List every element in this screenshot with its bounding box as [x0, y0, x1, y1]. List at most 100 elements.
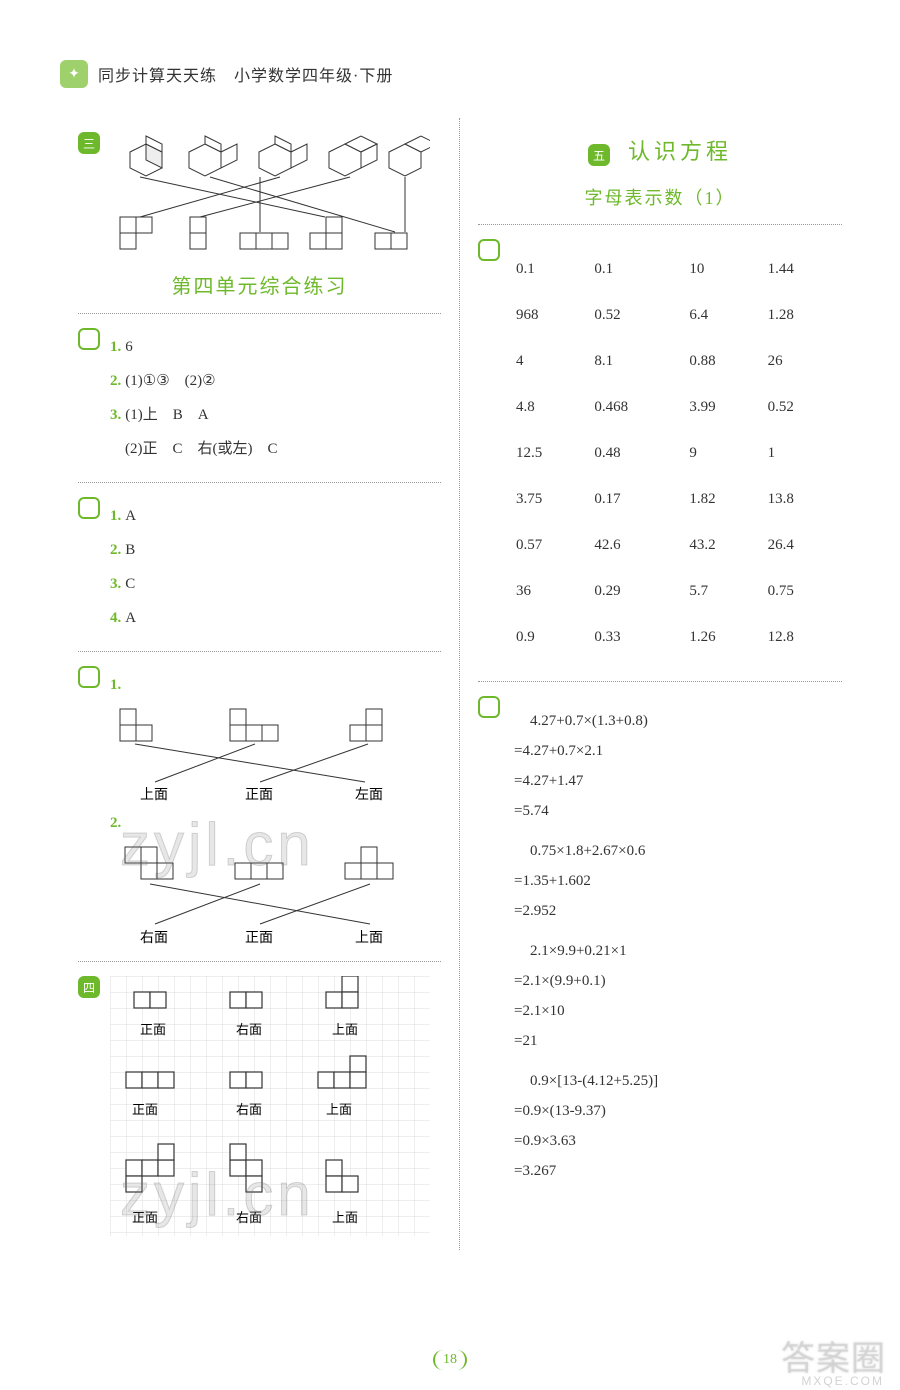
brand-url: MXQE.COM	[801, 1374, 884, 1388]
table-cell: 0.52	[764, 385, 840, 429]
answer-line: 3.C	[110, 569, 441, 599]
subsection-title: 字母表示数（1）	[478, 184, 842, 210]
table-row: 9680.526.41.28	[512, 293, 840, 337]
answer-text: C	[125, 576, 135, 592]
table-cell: 0.75	[764, 569, 840, 613]
label: 正面	[245, 788, 273, 803]
answer-line: 3.(1)上 B A	[110, 400, 441, 430]
table-cell: 0.88	[685, 339, 761, 383]
table-cell: 4	[512, 339, 588, 383]
equation-step: =0.9×(13-9.37)	[514, 1096, 842, 1126]
table-cell: 3.99	[685, 385, 761, 429]
group-1: 1.6 2.(1)①③ (2)② 3.(1)上 B A (2)正 C 右(或左) C	[78, 328, 441, 468]
page-number-value: 18	[433, 1350, 467, 1370]
equation-step: =3.267	[514, 1156, 842, 1186]
answer-line: 2.(1)①③ (2)②	[110, 366, 441, 396]
item-number: 1.	[110, 508, 121, 524]
table-cell: 1.28	[764, 293, 840, 337]
answer-text: (2)正 C 右(或左) C	[110, 441, 278, 457]
equation-block: 2.1×9.9+0.21×1=2.1×(9.9+0.1)=2.1×10=21	[514, 936, 842, 1056]
page-header: ✦ 同步计算天天练 小学数学四年级·下册	[60, 60, 860, 88]
answer-text: (1)上 B A	[125, 407, 208, 423]
matching-diagram-3: 右面 正面 上面	[110, 842, 420, 947]
svg-text:上面: 上面	[326, 1102, 352, 1117]
table-row: 3.750.171.8213.8	[512, 477, 840, 521]
table-cell: 0.52	[590, 293, 683, 337]
divider	[78, 651, 441, 652]
table-cell: 26.4	[764, 523, 840, 567]
badge-3-icon: 三	[78, 132, 100, 154]
table-cell: 0.29	[590, 569, 683, 613]
answer-text: 6	[125, 339, 133, 355]
number-table: 0.10.1101.449680.526.41.2848.10.88264.80…	[510, 245, 842, 661]
svg-text:上面: 上面	[332, 1022, 358, 1037]
table-cell: 3.75	[512, 477, 588, 521]
left-column: 三	[60, 118, 460, 1250]
equation-step: =21	[514, 1026, 842, 1056]
number-grid-section: 0.10.1101.449680.526.41.2848.10.88264.80…	[478, 239, 842, 667]
svg-text:上面: 上面	[332, 1210, 358, 1225]
table-row: 0.10.1101.44	[512, 247, 840, 291]
badge-grid-icon	[478, 239, 500, 261]
table-cell: 42.6	[590, 523, 683, 567]
table-cell: 1	[764, 431, 840, 475]
table-cell: 968	[512, 293, 588, 337]
table-row: 360.295.70.75	[512, 569, 840, 613]
label: 左面	[355, 787, 383, 803]
answer-line: 1.A	[110, 501, 441, 531]
equation-expr: 0.9×[13-(4.12+5.25)]	[530, 1066, 842, 1096]
group-3: 1.	[78, 666, 441, 947]
table-row: 0.90.331.2612.8	[512, 615, 840, 659]
answer-text: (1)①③ (2)②	[125, 373, 215, 389]
item-number: 2.	[110, 373, 121, 389]
equations-section: 4.27+0.7×(1.3+0.8)=4.27+0.7×2.1=4.27+1.4…	[478, 696, 842, 1186]
item-number: 2.	[110, 542, 121, 558]
answer-text: B	[125, 542, 135, 558]
grid-views: 正面 右面 上面	[110, 976, 430, 1236]
equation-expr: 2.1×9.9+0.21×1	[530, 936, 842, 966]
unit-5-title: 认识方程	[628, 139, 732, 164]
svg-text:正面: 正面	[132, 1210, 158, 1225]
table-cell: 12.5	[512, 431, 588, 475]
table-cell: 0.1	[512, 247, 588, 291]
item-number: 1.	[110, 677, 121, 693]
table-cell: 12.8	[764, 615, 840, 659]
group-2: 1.A 2.B 3.C 4.A	[78, 497, 441, 637]
badge-1-icon	[78, 328, 100, 350]
table-row: 0.5742.643.226.4	[512, 523, 840, 567]
badge-eq-icon	[478, 696, 500, 718]
table-cell: 0.17	[590, 477, 683, 521]
equation-block: 0.75×1.8+2.67×0.6=1.35+1.602=2.952	[514, 836, 842, 926]
divider	[78, 961, 441, 962]
svg-text:正面: 正面	[140, 1022, 166, 1037]
equation-step: =4.27+0.7×2.1	[514, 736, 842, 766]
table-cell: 0.9	[512, 615, 588, 659]
table-cell: 26	[764, 339, 840, 383]
item-number: 1.	[110, 339, 121, 355]
matching-diagram-1	[110, 132, 441, 252]
table-cell: 1.26	[685, 615, 761, 659]
divider	[478, 681, 842, 682]
section-3-top: 三	[78, 132, 441, 252]
equation-block: 0.9×[13-(4.12+5.25)]=0.9×(13-9.37)=0.9×3…	[514, 1066, 842, 1186]
answer-line: (2)正 C 右(或左) C	[110, 434, 441, 464]
answer-line: 2.B	[110, 535, 441, 565]
svg-text:正面: 正面	[132, 1102, 158, 1117]
equation-step: =2.1×(9.9+0.1)	[514, 966, 842, 996]
label: 右面	[140, 930, 168, 946]
table-cell: 1.44	[764, 247, 840, 291]
badge-3-icon	[78, 666, 100, 688]
equation-expr: 0.75×1.8+2.67×0.6	[530, 836, 842, 866]
table-cell: 6.4	[685, 293, 761, 337]
logo-icon: ✦	[60, 60, 88, 88]
page-title: 同步计算天天练 小学数学四年级·下册	[98, 62, 393, 86]
table-cell: 0.468	[590, 385, 683, 429]
table-cell: 9	[685, 431, 761, 475]
divider	[78, 482, 441, 483]
table-cell: 0.33	[590, 615, 683, 659]
equation-step: =0.9×3.63	[514, 1126, 842, 1156]
badge-4-icon: 四	[78, 976, 100, 998]
table-cell: 4.8	[512, 385, 588, 429]
answer-line: 4.A	[110, 603, 441, 633]
item-number: 3.	[110, 407, 121, 423]
